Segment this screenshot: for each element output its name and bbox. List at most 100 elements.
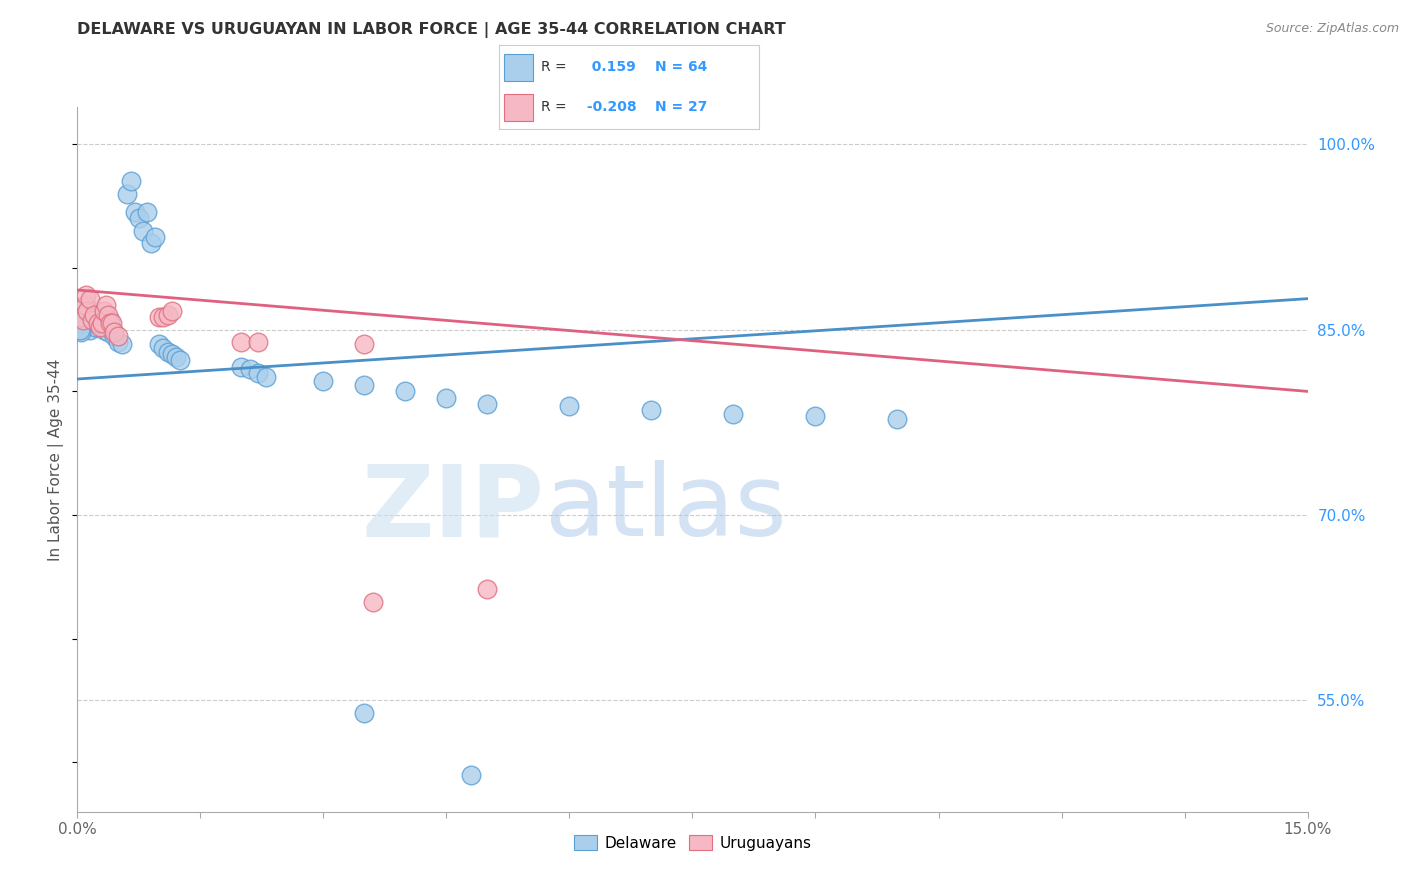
Legend: Delaware, Uruguayans: Delaware, Uruguayans [568, 830, 817, 857]
Point [132, 224, 155, 238]
Point [73, 312, 96, 326]
Point [103, 325, 125, 339]
Point [394, 384, 416, 399]
Point [246, 334, 269, 349]
Point [558, 399, 581, 413]
Point [353, 378, 375, 392]
Text: Source: ZipAtlas.com: Source: ZipAtlas.com [1265, 22, 1399, 36]
Point [804, 409, 827, 423]
Text: ZIP: ZIP [361, 460, 546, 558]
FancyBboxPatch shape [505, 94, 533, 120]
Point [101, 322, 124, 336]
Point [70, 322, 93, 336]
Point [97, 308, 120, 322]
Point [640, 403, 662, 417]
Point [72, 310, 94, 325]
Point [73, 310, 96, 325]
Point [723, 407, 745, 421]
Point [128, 211, 150, 226]
Point [75, 298, 97, 312]
Point [76, 304, 98, 318]
Point [361, 594, 384, 608]
Point [90, 317, 114, 331]
Point [89, 317, 111, 331]
Y-axis label: In Labor Force | Age 35-44: In Labor Force | Age 35-44 [48, 359, 65, 560]
Point [246, 366, 269, 380]
Point [93, 304, 115, 318]
Point [75, 288, 97, 302]
Point [83, 312, 105, 326]
Point [169, 353, 191, 368]
Point [136, 205, 159, 219]
Point [107, 328, 129, 343]
Point [83, 320, 105, 334]
Point [477, 397, 499, 411]
Point [76, 312, 98, 326]
Point [231, 359, 253, 374]
Point [160, 347, 183, 361]
Point [886, 411, 908, 425]
Point [353, 337, 375, 351]
Point [111, 337, 134, 351]
Point [312, 375, 335, 389]
Point [98, 317, 121, 331]
Point [87, 312, 110, 326]
Point [152, 341, 174, 355]
Text: -0.208: -0.208 [582, 100, 637, 114]
Point [87, 310, 110, 325]
Text: R =: R = [541, 100, 567, 114]
Point [120, 174, 142, 188]
Point [84, 320, 107, 334]
Point [436, 391, 458, 405]
Point [124, 205, 146, 219]
Point [165, 350, 187, 364]
Text: N = 27: N = 27 [655, 100, 707, 114]
Point [152, 310, 174, 325]
Point [73, 298, 96, 312]
Point [156, 308, 179, 322]
Point [70, 310, 93, 325]
FancyBboxPatch shape [505, 54, 533, 81]
Point [89, 320, 111, 334]
Point [84, 317, 107, 331]
Point [94, 298, 117, 312]
Point [93, 322, 115, 336]
Point [101, 317, 124, 331]
Point [70, 317, 93, 331]
Text: atlas: atlas [546, 460, 786, 558]
Point [77, 312, 100, 326]
Point [82, 312, 104, 326]
Point [254, 369, 277, 384]
Text: 0.159: 0.159 [582, 61, 636, 74]
Point [79, 292, 101, 306]
Point [87, 317, 110, 331]
Text: R =: R = [541, 61, 567, 74]
Point [148, 337, 170, 351]
Point [98, 312, 121, 326]
Point [239, 362, 262, 376]
Point [460, 767, 482, 781]
Point [79, 317, 101, 331]
Point [83, 308, 105, 322]
Point [96, 320, 118, 334]
Point [156, 344, 179, 359]
Point [143, 230, 166, 244]
Point [75, 308, 97, 322]
Point [477, 582, 499, 597]
Point [79, 322, 101, 336]
Point [103, 328, 125, 343]
Point [97, 325, 120, 339]
Point [90, 312, 114, 326]
Text: DELAWARE VS URUGUAYAN IN LABOR FORCE | AGE 35-44 CORRELATION CHART: DELAWARE VS URUGUAYAN IN LABOR FORCE | A… [77, 22, 786, 38]
Text: N = 64: N = 64 [655, 61, 707, 74]
Point [93, 317, 115, 331]
Point [107, 334, 129, 349]
Point [69, 322, 91, 336]
Point [82, 312, 104, 326]
Point [141, 235, 163, 250]
Point [90, 317, 112, 331]
Point [82, 308, 104, 322]
Point [160, 304, 183, 318]
Point [148, 310, 170, 325]
Point [115, 186, 138, 201]
